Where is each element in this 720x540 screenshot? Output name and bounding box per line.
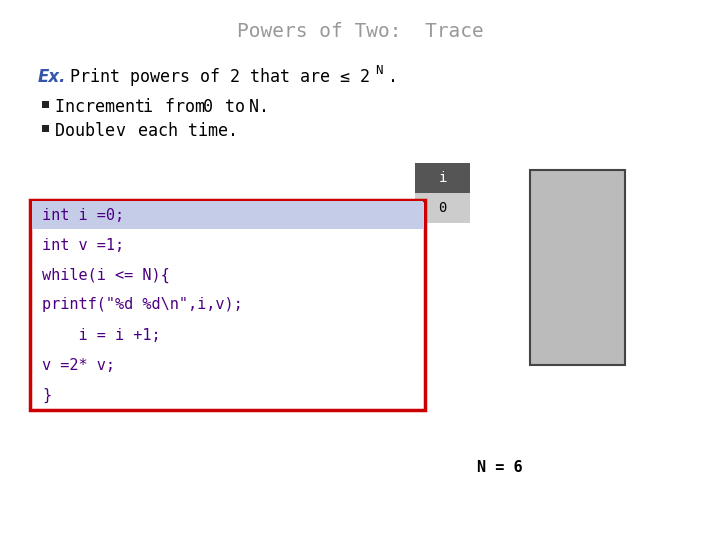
Text: Increment: Increment [55, 98, 155, 116]
Text: v: v [115, 122, 125, 140]
Text: i: i [142, 98, 152, 116]
Text: Double: Double [55, 122, 125, 140]
Bar [415, 163, 470, 193]
Bar [530, 170, 625, 365]
Bar [42, 101, 49, 108]
Text: N: N [249, 98, 259, 116]
Text: N: N [375, 64, 382, 77]
Text: printf("%d %d\n",i,v);: printf("%d %d\n",i,v); [42, 298, 243, 313]
Text: Ex.: Ex. [38, 68, 66, 86]
Text: v =2* v;: v =2* v; [42, 357, 115, 373]
Text: while(i <= N){: while(i <= N){ [42, 267, 170, 282]
Text: }: } [42, 387, 51, 403]
Text: i: i [438, 171, 446, 185]
Text: .: . [259, 98, 269, 116]
Bar [415, 193, 470, 223]
Text: .: . [388, 68, 398, 86]
Bar [42, 125, 49, 132]
Text: 0: 0 [203, 98, 213, 116]
Bar [30, 200, 425, 410]
Text: int v =1;: int v =1; [42, 238, 124, 253]
Text: each time.: each time. [128, 122, 238, 140]
Text: from: from [155, 98, 215, 116]
Text: to: to [215, 98, 255, 116]
Text: N = 6: N = 6 [477, 460, 523, 475]
Text: Powers of Two:  Trace: Powers of Two: Trace [237, 22, 483, 41]
Bar [32, 201, 423, 229]
Text: i = i +1;: i = i +1; [42, 327, 161, 342]
Text: int i =0;: int i =0; [42, 207, 124, 222]
Text: 0: 0 [438, 201, 446, 215]
Text: Print powers of 2 that are ≤ 2: Print powers of 2 that are ≤ 2 [70, 68, 370, 86]
